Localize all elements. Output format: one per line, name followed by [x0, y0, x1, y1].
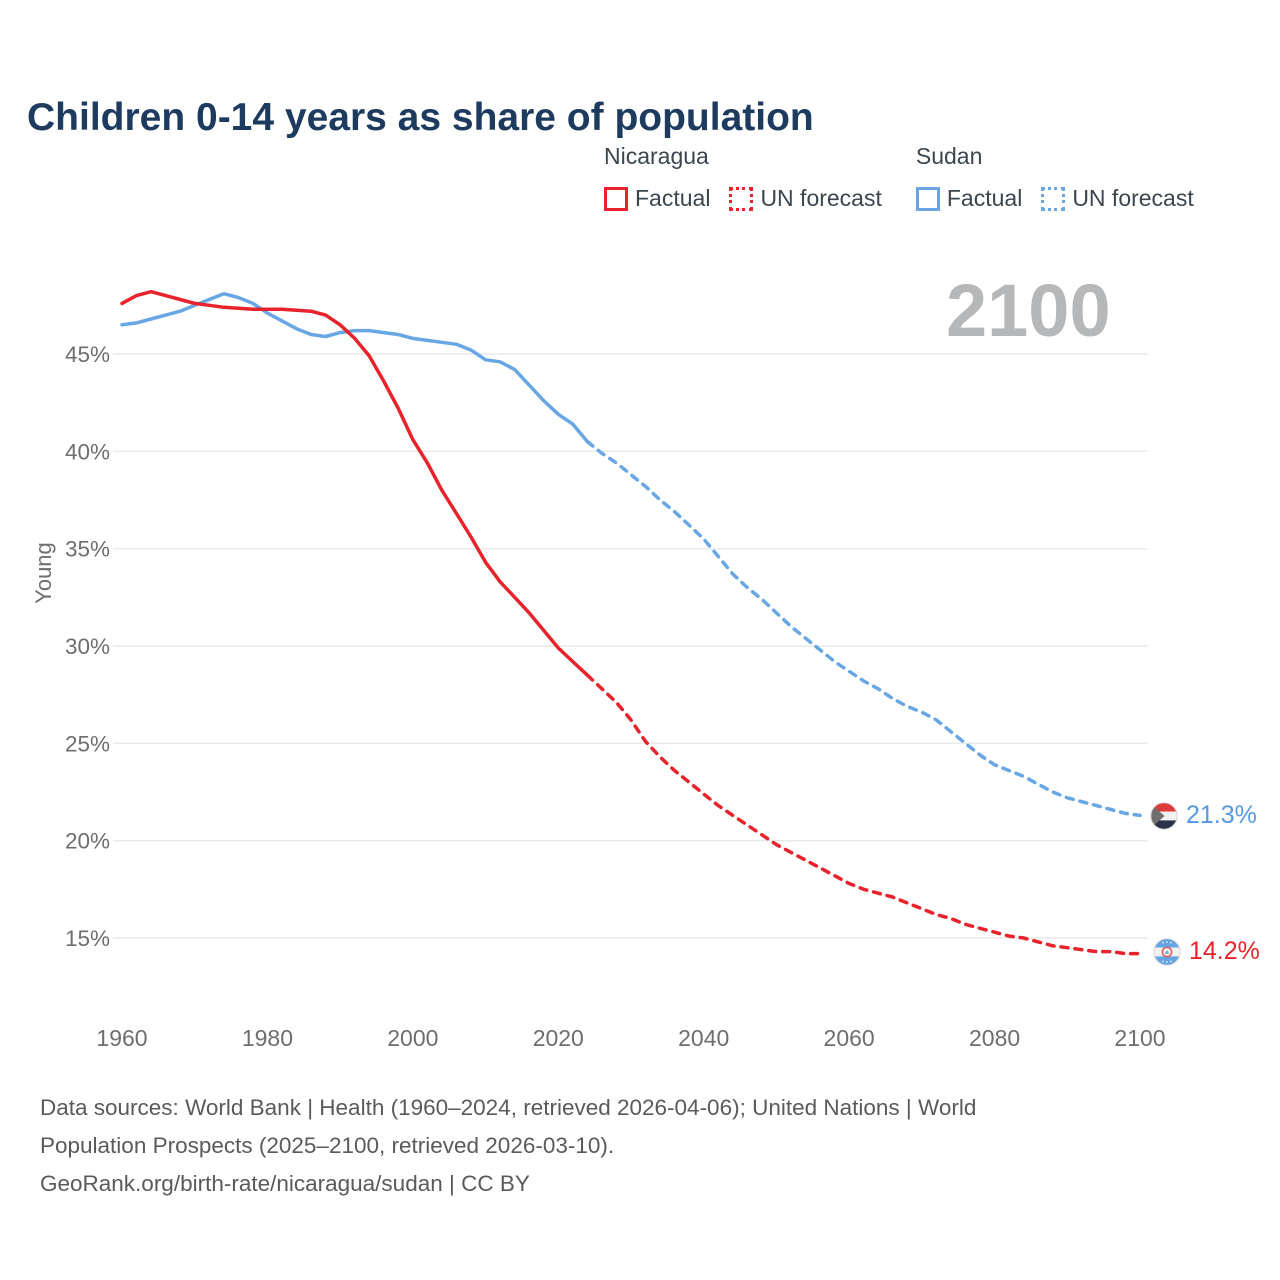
series-sudan-un-forecast: [585, 439, 1142, 818]
series-nicaragua-un-forecast: [585, 673, 1142, 956]
x-tick-label: 1960: [96, 1025, 147, 1051]
endpoint-sudan: 21.3%: [1150, 801, 1257, 830]
legend-item-label: Factual: [946, 185, 1023, 211]
y-tick-label: 35%: [65, 537, 110, 562]
x-tick-label: 2080: [969, 1025, 1020, 1051]
legend-item-nicaragua-factual[interactable]: Factual: [604, 185, 710, 212]
legend-group-sudan: Sudan Factual UN forecast: [915, 143, 1194, 212]
y-axis-title: Young: [31, 542, 56, 604]
x-tick-label: 2100: [1114, 1025, 1165, 1051]
y-tick-label: 25%: [65, 731, 110, 756]
legend-country-nicaragua: Nicaragua: [604, 143, 709, 169]
nicaragua-end-value: 14.2%: [1189, 937, 1260, 965]
dotted-red-swatch-icon: [729, 186, 754, 211]
legend-item-label: UN forecast: [760, 185, 882, 211]
year-watermark: 2100: [946, 269, 1111, 352]
legend-item-nicaragua-forecast[interactable]: UN forecast: [729, 185, 882, 212]
y-tick-label: 30%: [65, 634, 110, 659]
source-link-line[interactable]: GeoRank.org/birth-rate/nicaragua/sudan |…: [40, 1171, 530, 1196]
data-sources-note: Data sources: World Bank | Health (1960–…: [40, 1089, 1220, 1203]
x-tick-label: 2020: [533, 1025, 584, 1051]
y-tick-label: 20%: [65, 829, 110, 854]
legend-row-sudan: Factual UN forecast: [915, 185, 1194, 212]
dotted-blue-swatch-icon: [1041, 186, 1066, 211]
source-line: Population Prospects (2025–2100, retriev…: [40, 1133, 615, 1158]
legend-group-nicaragua: Nicaragua Factual UN forecast: [604, 143, 882, 212]
legend-country-sudan: Sudan: [915, 143, 983, 169]
x-tick-label: 2060: [824, 1025, 875, 1051]
page-title: Children 0-14 years as share of populati…: [27, 96, 814, 140]
legend-row-nicaragua: Factual UN forecast: [604, 185, 882, 212]
y-tick-label: 45%: [65, 342, 110, 367]
nicaragua-flag-icon: [1153, 937, 1181, 966]
y-tick-label: 15%: [65, 926, 110, 951]
x-tick-label: 2040: [678, 1025, 729, 1051]
endpoint-nicaragua: 14.2%: [1153, 937, 1260, 966]
series-sudan-factual: [120, 291, 590, 444]
chart-legend: Nicaragua Factual UN forecast Sudan Fact…: [604, 143, 1194, 212]
y-tick-label: 40%: [65, 439, 110, 464]
solid-blue-swatch-icon: [915, 186, 940, 211]
x-tick-label: 1980: [242, 1025, 293, 1051]
solid-red-swatch-icon: [604, 186, 628, 211]
source-line: Data sources: World Bank | Health (1960–…: [40, 1095, 977, 1120]
x-tick-label: 2000: [387, 1025, 438, 1051]
legend-item-sudan-factual[interactable]: Factual: [915, 185, 1023, 212]
legend-item-label: Factual: [635, 185, 711, 211]
sudan-end-value: 21.3%: [1186, 801, 1257, 829]
legend-item-sudan-forecast[interactable]: UN forecast: [1041, 185, 1194, 212]
series-nicaragua-factual: [120, 289, 590, 677]
legend-item-label: UN forecast: [1072, 185, 1194, 211]
sudan-flag-icon: [1150, 801, 1178, 830]
